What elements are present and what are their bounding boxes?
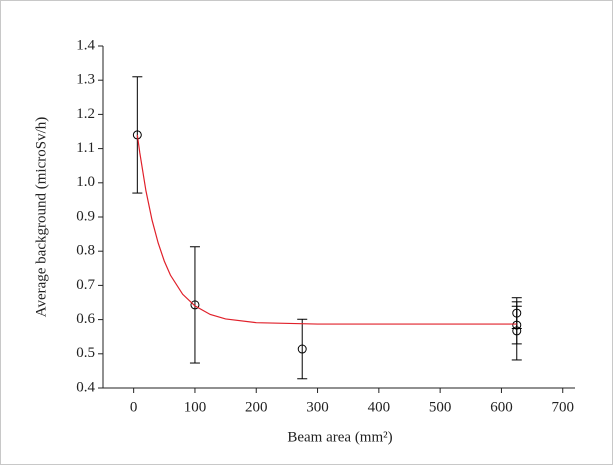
x-tick-label: 500 [429,399,452,415]
y-tick-label: 0.9 [76,208,95,224]
x-tick-label: 700 [551,399,574,415]
x-tick-label: 100 [184,399,207,415]
point [190,300,200,310]
x-tick-label: 600 [490,399,513,415]
x-axis-label: Beam area (mm²) [287,429,392,445]
y-tick-label: 0.6 [76,311,95,327]
point [297,344,307,354]
y-tick-label: 1.4 [76,37,95,53]
y-tick-label: 1.0 [76,174,95,190]
y-tick-label: 0.8 [76,243,95,259]
y-axis-label: Average background (microSv/h) [33,117,49,318]
x-tick-label: 200 [245,399,268,415]
y-tick-label: 0.4 [76,379,95,395]
x-tick-label: 0 [130,399,138,415]
y-tick-label: 1.2 [76,106,95,122]
y-tick-label: 0.5 [76,345,95,361]
y-tick-label: 1.1 [76,140,95,156]
y-tick-label: 0.7 [76,277,95,293]
x-tick-label: 400 [368,399,391,415]
fit-curve [136,134,517,325]
point [512,326,522,336]
y-tick-label: 1.3 [76,72,95,88]
x-tick-label: 300 [306,399,329,415]
